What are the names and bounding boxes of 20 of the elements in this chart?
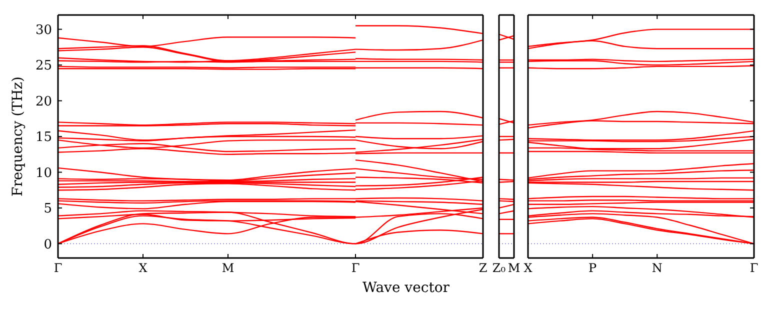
x-tick-label: X	[524, 261, 533, 275]
y-tick-label: 10	[35, 166, 52, 181]
x-tick-label: X	[138, 261, 148, 275]
x-axis-title: Wave vector	[362, 280, 450, 296]
x-tick-label: Γ	[750, 261, 758, 275]
x-tick-label: Γ	[54, 261, 62, 275]
x-tick-label: N	[652, 261, 662, 275]
y-tick-label: 15	[35, 130, 52, 146]
x-tick-label: Z	[478, 261, 488, 275]
y-tick-label: 20	[35, 94, 52, 110]
y-tick-label: 25	[35, 58, 52, 74]
x-tick-label: Γ	[351, 261, 360, 275]
y-tick-label: 30	[35, 22, 52, 38]
x-tick-label: M	[508, 261, 520, 275]
x-tick-label: Z₀	[492, 261, 506, 275]
x-tick-label: M	[222, 261, 234, 275]
y-tick-label: 0	[44, 237, 52, 252]
x-tick-label: P	[588, 261, 597, 275]
y-axis-title: Frequency (THz)	[10, 76, 26, 197]
y-tick-label: 5	[44, 202, 52, 217]
